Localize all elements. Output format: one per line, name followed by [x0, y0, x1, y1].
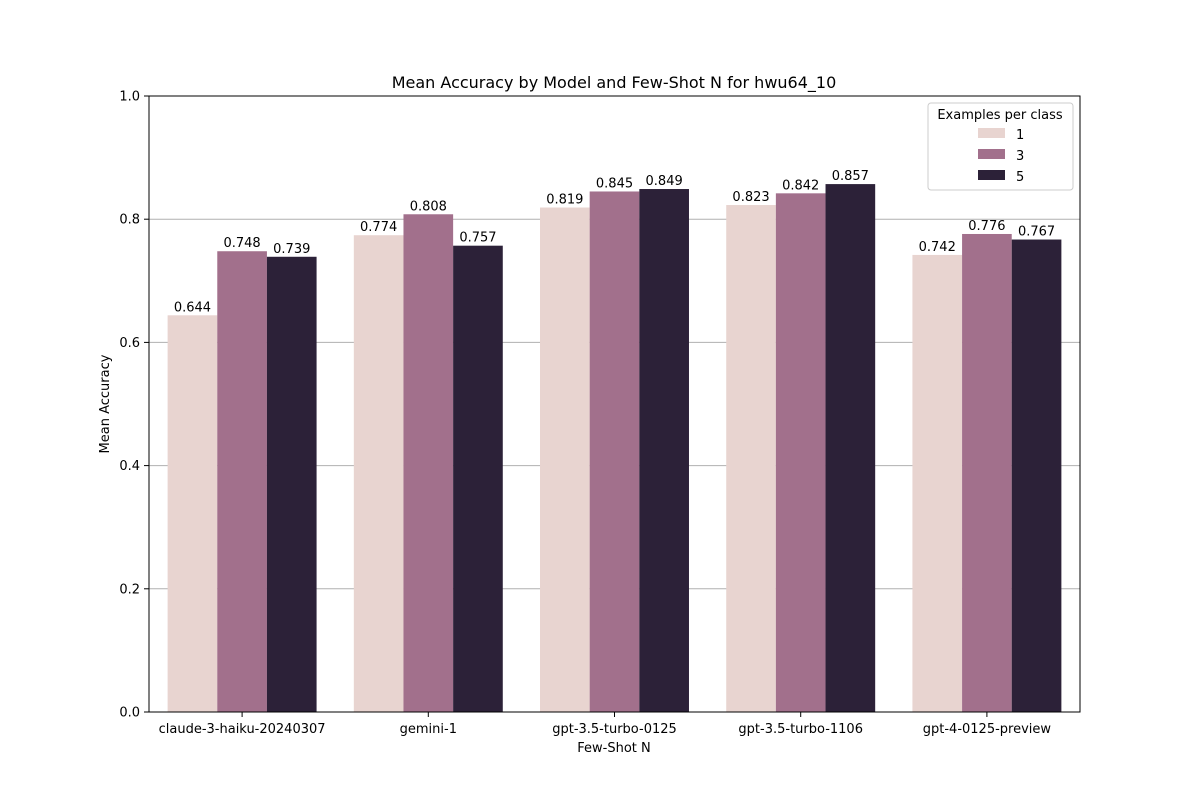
data-label: 0.857: [832, 169, 869, 184]
data-label: 0.849: [646, 174, 683, 189]
bar: [639, 189, 689, 713]
y-tick-label: 0.8: [119, 213, 140, 228]
bar: [589, 191, 640, 713]
bar: [540, 207, 590, 712]
bar: [453, 245, 503, 713]
data-labels: 0.644 0.748 0.739 0.774 0.808 0.757 0.819 0.845…: [174, 169, 1055, 315]
data-label: 0.819: [546, 192, 583, 207]
bar: [403, 214, 454, 712]
legend-swatch: [978, 170, 1005, 180]
bar: [912, 254, 963, 713]
x-tick-label: gpt-3.5-turbo-0125: [552, 722, 677, 737]
data-label: 0.644: [174, 300, 211, 315]
data-label: 0.808: [410, 199, 447, 214]
bar: [266, 256, 317, 712]
data-label: 0.748: [223, 236, 260, 251]
bars: [167, 184, 1062, 713]
bar: [825, 184, 876, 712]
legend-swatch: [978, 149, 1005, 159]
bar: [217, 251, 267, 712]
y-axis-ticks: 0.0 0.2 0.4 0.6 0.8 1.0: [119, 90, 149, 721]
data-label: 0.842: [782, 178, 819, 193]
x-axis-label: Few-Shot N: [577, 741, 651, 756]
data-label: 0.767: [1018, 225, 1055, 240]
bar: [726, 205, 776, 713]
y-tick-label: 0.2: [119, 582, 140, 597]
data-label: 0.823: [732, 190, 769, 205]
x-tick-label: gemini-1: [400, 722, 457, 737]
legend-swatch: [978, 128, 1005, 138]
y-tick-label: 1.0: [119, 90, 140, 105]
legend: Examples per class 1 3 5: [927, 102, 1074, 191]
x-tick-label: claude-3-haiku-20240307: [159, 722, 326, 737]
y-tick-label: 0.4: [119, 459, 140, 474]
legend-label: 1: [1016, 128, 1024, 143]
data-label: 0.774: [360, 220, 397, 235]
legend-items: 1 3 5: [978, 128, 1024, 185]
legend-label: 5: [1016, 170, 1024, 185]
bar: [775, 193, 826, 712]
data-label: 0.739: [273, 242, 310, 257]
chart-title: Mean Accuracy by Model and Few-Shot N fo…: [392, 73, 837, 93]
legend-title: Examples per class: [937, 108, 1063, 123]
data-label: 0.757: [459, 231, 496, 246]
data-label: 0.742: [919, 240, 956, 255]
bar: [167, 315, 218, 712]
bar: [353, 235, 404, 712]
legend-label: 3: [1016, 149, 1024, 164]
bar: [1011, 239, 1062, 712]
y-tick-label: 0.0: [119, 706, 140, 721]
legend-box: [927, 102, 1074, 191]
x-axis-ticks: claude-3-haiku-20240307 gemini-1 gpt-3.5-t…: [159, 712, 1052, 737]
data-label: 0.845: [596, 176, 633, 191]
x-tick-label: gpt-4-0125-preview: [923, 722, 1052, 737]
data-label: 0.776: [968, 219, 1005, 234]
y-axis-label: Mean Accuracy: [98, 354, 113, 453]
bar: [962, 233, 1012, 712]
y-tick-label: 0.6: [119, 336, 140, 351]
x-tick-label: gpt-3.5-turbo-1106: [738, 722, 863, 737]
